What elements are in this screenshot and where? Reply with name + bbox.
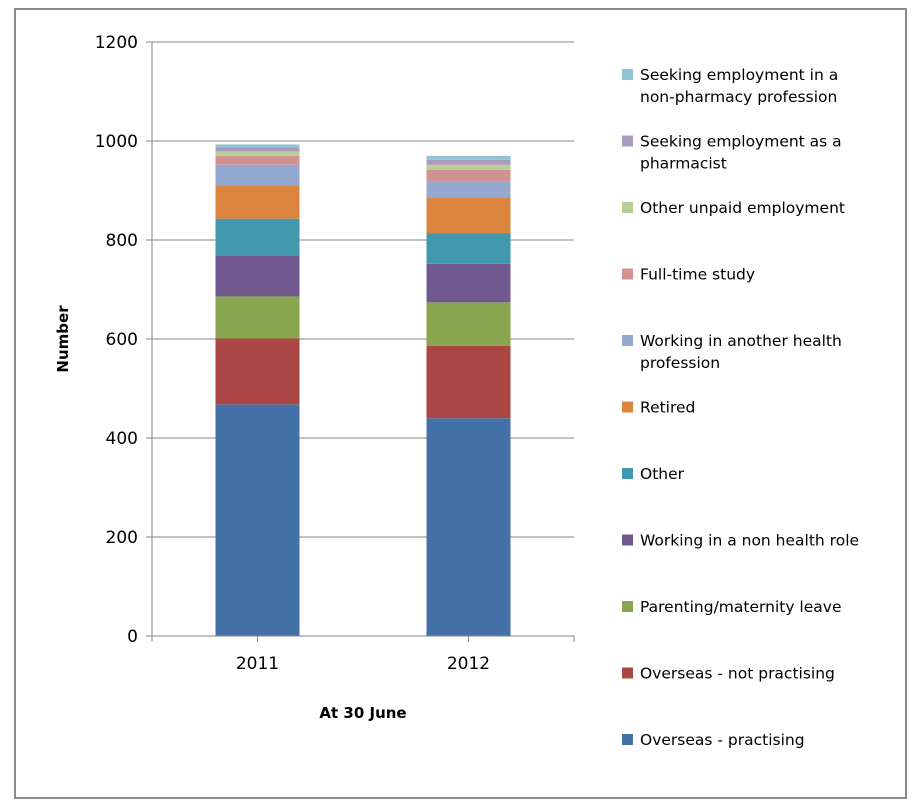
legend-label: profession <box>640 354 720 372</box>
legend-label: non-pharmacy profession <box>640 88 837 106</box>
y-tick-label: 600 <box>106 330 138 350</box>
legend-swatch <box>622 468 633 479</box>
legend-item: Retired <box>622 399 695 417</box>
y-tick-label: 1000 <box>95 132 138 152</box>
bar-segment <box>215 155 300 165</box>
legend-label: Other <box>640 465 685 483</box>
legend-item: Seeking employment as a pharmacist <box>622 133 842 173</box>
tick-labels: 0 200 400 600 800 1000 1200 2011 2012 <box>95 33 490 674</box>
legend-swatch <box>622 534 633 546</box>
bar-segment <box>426 302 511 346</box>
legend-item: Seeking employment in a non-pharmacy prof… <box>622 66 838 106</box>
bar-segment <box>426 263 511 303</box>
bar-segment <box>426 155 511 160</box>
legend-label: Other unpaid employment <box>640 199 845 217</box>
bar-segment <box>215 255 300 297</box>
bars <box>215 144 511 636</box>
bar-segment <box>426 418 511 636</box>
legend-swatch <box>622 135 633 147</box>
bar-segment <box>426 169 511 182</box>
bar-segment <box>215 144 300 148</box>
bar-segment <box>426 197 511 234</box>
bar-segment <box>215 338 300 405</box>
x-tick-label: 2012 <box>447 654 490 674</box>
legend-label: Full-time study <box>640 266 755 284</box>
y-tick-label: 400 <box>106 429 138 449</box>
legend-label: Retired <box>640 399 695 417</box>
legend-swatch <box>622 202 633 213</box>
legend: Seeking employment in a non-pharmacy prof… <box>622 66 859 749</box>
bar-segment <box>215 296 300 339</box>
bar-segment <box>215 164 300 187</box>
legend-item: Full-time study <box>622 266 755 284</box>
y-tick-label: 1200 <box>95 33 138 53</box>
bar-segment <box>215 404 300 636</box>
y-axis-title: Number <box>54 305 72 373</box>
legend-item: Other unpaid employment <box>622 199 845 217</box>
legend-item: Overseas - practising <box>622 731 805 749</box>
legend-item: Working in a non health role <box>622 532 859 550</box>
legend-swatch <box>622 268 633 280</box>
legend-swatch <box>622 69 633 80</box>
bar-segment <box>215 218 300 256</box>
legend-label: Working in another health <box>640 332 842 350</box>
legend-label: Seeking employment as a <box>640 133 842 151</box>
x-tick-label: 2011 <box>236 654 279 674</box>
legend-swatch <box>622 667 633 679</box>
y-tick-label: 0 <box>127 627 138 647</box>
axes <box>151 42 574 637</box>
legend-item: Working in another health profession <box>622 332 842 372</box>
x-axis-title: At 30 June <box>319 704 406 722</box>
legend-item: Parenting/maternity leave <box>622 598 841 616</box>
legend-label: Seeking employment in a <box>640 66 838 84</box>
bar-segment <box>215 147 300 152</box>
bar-segment <box>426 345 511 419</box>
legend-swatch <box>622 401 633 413</box>
y-tick-label: 200 <box>106 528 138 548</box>
legend-swatch <box>622 734 633 745</box>
bar-segment <box>215 186 300 219</box>
legend-swatch <box>622 335 633 346</box>
bar-segment <box>426 181 511 198</box>
legend-label: Parenting/maternity leave <box>640 598 841 616</box>
legend-swatch <box>622 601 633 612</box>
legend-label: Overseas - not practising <box>640 665 835 683</box>
legend-label: Overseas - practising <box>640 731 805 749</box>
legend-item: Other <box>622 465 685 483</box>
bar-segment <box>426 164 511 170</box>
legend-item: Overseas - not practising <box>622 665 835 683</box>
bar-segment <box>426 233 511 264</box>
legend-label: Working in a non health role <box>640 532 859 550</box>
y-tick-label: 800 <box>106 231 138 251</box>
bar-segment <box>215 151 300 156</box>
bar-segment <box>426 159 511 165</box>
legend-label: pharmacist <box>640 155 727 173</box>
